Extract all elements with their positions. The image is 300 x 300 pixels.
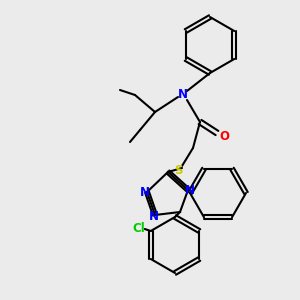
Text: Cl: Cl [132, 223, 145, 236]
Text: O: O [219, 130, 229, 143]
Text: S: S [174, 164, 182, 176]
Text: N: N [178, 88, 188, 101]
Text: N: N [140, 185, 150, 199]
Text: N: N [149, 211, 159, 224]
Text: N: N [185, 184, 195, 196]
